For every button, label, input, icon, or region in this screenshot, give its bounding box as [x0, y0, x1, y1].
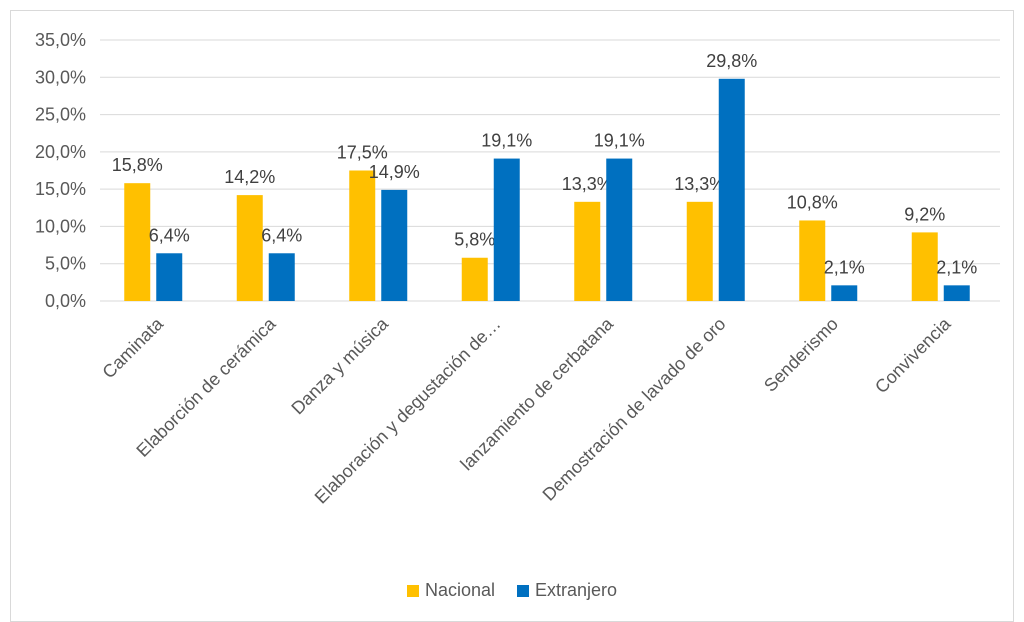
- bar-extranjero-1: [156, 253, 183, 301]
- data-label-extranjero: 6,4%: [261, 225, 302, 245]
- bar-extranjero-3: [381, 189, 408, 301]
- data-label-nacional: 13,3%: [562, 174, 613, 194]
- y-tick-label: 10,0%: [35, 216, 86, 236]
- data-label-nacional: 10,8%: [787, 192, 838, 212]
- y-tick-label: 0,0%: [45, 291, 86, 311]
- legend-label-nacional: Nacional: [424, 580, 495, 600]
- bar-nacional-4: [461, 257, 488, 301]
- y-tick-label: 30,0%: [35, 67, 86, 87]
- bar-nacional-3: [349, 170, 376, 301]
- y-tick-label: 15,0%: [35, 179, 86, 199]
- legend-swatch-nacional: [406, 584, 419, 597]
- bar-nacional-6: [686, 201, 713, 301]
- bar-nacional-2: [236, 195, 263, 301]
- legend-item-extranjero: Extranjero: [517, 580, 617, 601]
- data-label-extranjero: 19,1%: [481, 131, 532, 151]
- data-label-extranjero: 6,4%: [149, 225, 190, 245]
- x-tick-label: Demostración de lavado de oro: [539, 314, 730, 505]
- data-label-nacional: 15,8%: [112, 155, 163, 175]
- data-label-nacional: 17,5%: [337, 143, 388, 163]
- y-tick-label: 5,0%: [45, 254, 86, 274]
- x-tick-label: Caminata: [98, 313, 167, 382]
- bar-extranjero-8: [943, 285, 970, 301]
- legend: Nacional Extranjero: [0, 580, 1024, 601]
- bar-nacional-1: [124, 183, 151, 301]
- legend-label-extranjero: Extranjero: [535, 580, 618, 600]
- x-tick-label: Senderismo: [760, 314, 842, 396]
- data-label-extranjero: 2,1%: [824, 257, 865, 277]
- data-label-nacional: 13,3%: [674, 174, 725, 194]
- y-tick-label: 35,0%: [35, 30, 86, 50]
- data-label-extranjero: 14,9%: [369, 162, 420, 182]
- bar-extranjero-2: [268, 253, 295, 301]
- chart-frame: [10, 10, 1014, 622]
- legend-item-nacional: Nacional: [406, 580, 495, 601]
- data-label-nacional: 14,2%: [224, 167, 275, 187]
- bar-nacional-5: [574, 201, 601, 301]
- bar-nacional-7: [799, 220, 826, 301]
- x-tick-label: Danza y música: [287, 313, 392, 418]
- bar-extranjero-4: [493, 158, 520, 301]
- bar-extranjero-7: [831, 285, 858, 301]
- x-tick-label: Elaboración y degustación de…: [311, 314, 505, 508]
- x-tick-label: Convivencia: [871, 313, 955, 397]
- bar-nacional-8: [911, 232, 938, 301]
- y-tick-label: 25,0%: [35, 105, 86, 125]
- y-tick-label: 20,0%: [35, 142, 86, 162]
- legend-swatch-extranjero: [517, 584, 529, 597]
- data-label-nacional: 5,8%: [454, 230, 495, 250]
- bar-extranjero-6: [718, 78, 745, 301]
- data-label-extranjero: 2,1%: [936, 257, 977, 277]
- data-label-extranjero: 29,8%: [706, 51, 757, 71]
- data-label-nacional: 9,2%: [904, 204, 945, 224]
- data-label-extranjero: 19,1%: [594, 131, 645, 151]
- bar-extranjero-5: [606, 158, 633, 301]
